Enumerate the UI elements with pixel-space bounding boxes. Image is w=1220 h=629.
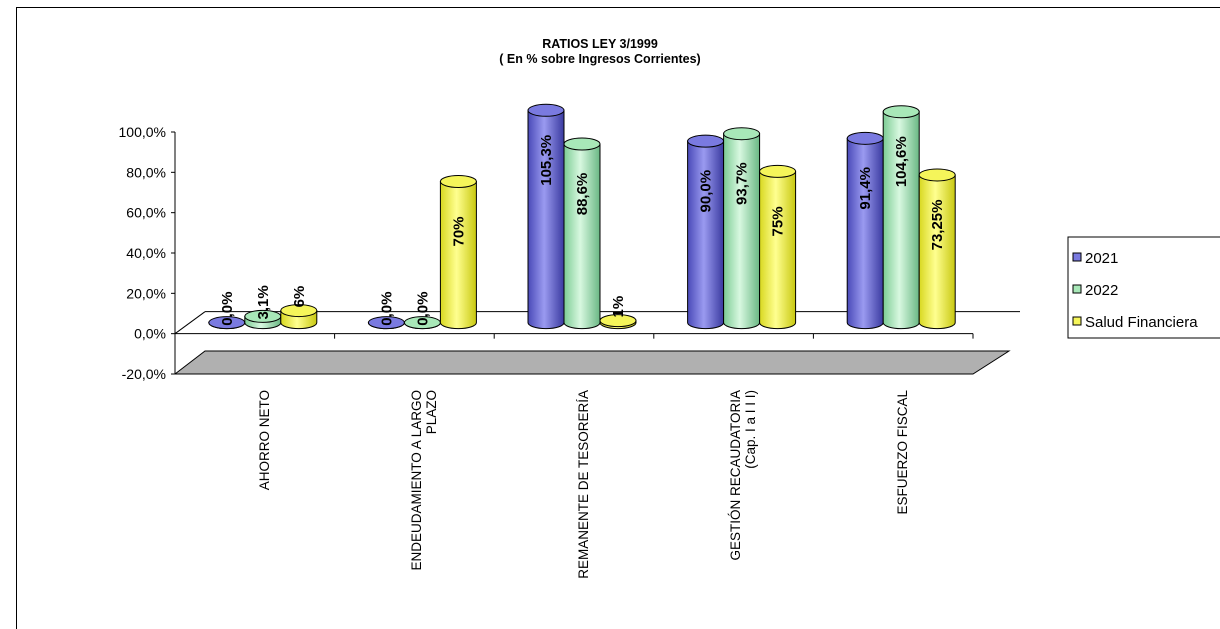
category-label-4: ESFUERZO FISCAL [895, 390, 910, 515]
data-label: 3,1% [255, 285, 272, 319]
bar-salud-financiera-2: 1% [599, 296, 637, 330]
data-label: 0,0% [414, 292, 431, 326]
bar-top [599, 314, 637, 328]
category-label-line: ESFUERZO FISCAL [895, 390, 910, 515]
bar-top [723, 127, 761, 141]
data-label: 90,0% [698, 170, 715, 213]
bar-salud-financiera-1: 70% [439, 175, 477, 330]
legend-swatch-salud-financiera [1072, 316, 1082, 326]
bar-body [687, 140, 725, 330]
y-tick-label: 60,0% [126, 205, 166, 221]
bar-2022-3: 93,7% [723, 127, 761, 330]
category-label-0: AHORRO NETO [257, 390, 272, 490]
legend-swatch-2021 [1072, 252, 1082, 262]
category-label-1: ENDEUDAMIENTO A LARGO PLAZO [409, 390, 439, 571]
legend: 2021 2022 Salud Financiera [1067, 236, 1220, 339]
bar-salud-financiera-3: 75% [759, 164, 797, 330]
category-label-line: PLAZO [424, 390, 439, 434]
bar-top [918, 168, 956, 182]
bar-top [882, 105, 920, 119]
bar-body [846, 137, 884, 330]
chart-title: RATIOS LEY 3/1999 [542, 37, 658, 51]
bar-2022-4: 104,6% [882, 105, 920, 330]
legend-label-2022: 2022 [1085, 282, 1118, 299]
zero-depth-line [174, 311, 206, 335]
data-label: 105,3% [538, 135, 555, 186]
legend-item-salud-financiera: Salud Financiera [1072, 314, 1198, 331]
bar-2022-0: 3,1% [244, 285, 282, 330]
y-tick-label: 100,0% [119, 124, 166, 140]
bar-2021-1: 0,0% [367, 292, 405, 330]
y-tick-label: -20,0% [122, 366, 166, 382]
legend-box [1067, 236, 1220, 339]
category-label-3: GESTIÓN RECAUDATORIA (Cap. I a I I I) [728, 390, 758, 561]
chart-subtitle: ( En % sobre Ingresos Corrientes) [499, 52, 700, 66]
category-label-line: (Cap. I a I I I) [743, 390, 758, 469]
bar-2021-4: 91,4% [846, 131, 884, 330]
chart-frame [16, 7, 1220, 629]
bar-body [759, 170, 797, 330]
bar-series: 0,0% 3,1% 6% 0,0% 0,0% 70% 105,3% 88,6% 1% 90,0% 9… [208, 103, 974, 339]
legend-swatch-2022 [1072, 284, 1082, 294]
data-label: 88,6% [574, 173, 591, 216]
legend-item-2022: 2022 [1072, 282, 1118, 299]
bar-2022-1: 0,0% [403, 292, 441, 330]
bar-top [759, 164, 797, 178]
data-label: 75% [770, 206, 787, 236]
bar-body [439, 181, 477, 330]
data-label: 104,6% [893, 136, 910, 187]
category-label-line: AHORRO NETO [257, 390, 272, 490]
bar-2021-3: 90,0% [687, 134, 725, 330]
legend-label-2021: 2021 [1085, 250, 1118, 267]
y-tick-label: 80,0% [126, 164, 166, 180]
category-label-line: GESTIÓN RECAUDATORIA [728, 390, 743, 561]
bar-top [687, 134, 725, 148]
bar-2021-0: 0,0% [208, 292, 246, 330]
bar-salud-financiera-0: 6% [280, 286, 318, 330]
y-tick-label: 0,0% [134, 326, 166, 342]
bar-top [280, 304, 318, 318]
y-axis: 100,0% 80,0% 60,0% 40,0% 20,0% 0,0% -20,0% [119, 124, 176, 382]
legend-label-salud-financiera: Salud Financiera [1085, 314, 1198, 331]
bar-top [563, 137, 601, 151]
bar-2021-2: 105,3% [527, 103, 565, 330]
data-label: 6% [291, 286, 308, 308]
category-labels: AHORRO NETO ENDEUDAMIENTO A LARGO PLAZO REM… [257, 390, 910, 579]
y-tick-label: 20,0% [126, 285, 166, 301]
legend-item-2021: 2021 [1072, 250, 1118, 267]
chart-floor [173, 311, 1020, 375]
bar-top [527, 103, 565, 117]
bar-body [918, 174, 956, 330]
data-label: 0,0% [219, 292, 236, 326]
bar-salud-financiera-4: 73,25% [918, 168, 956, 330]
bar-2022-2: 88,6% [563, 137, 601, 330]
data-label: 93,7% [734, 162, 751, 205]
data-label: 0,0% [378, 292, 395, 326]
category-label-line: ENDEUDAMIENTO A LARGO [409, 390, 424, 571]
data-label: 70% [450, 216, 467, 246]
bar-top [439, 175, 477, 188]
data-label: 1% [610, 296, 627, 318]
data-label: 73,25% [929, 200, 946, 251]
floor-plane [173, 350, 1011, 375]
category-label-2: REMANENTE DE TESORERÍA [576, 390, 591, 579]
data-label: 91,4% [857, 167, 874, 210]
y-tick-label: 40,0% [126, 245, 166, 261]
bar-body [563, 143, 601, 330]
bar-top [846, 131, 884, 145]
category-label-line: REMANENTE DE TESORERÍA [576, 390, 591, 579]
